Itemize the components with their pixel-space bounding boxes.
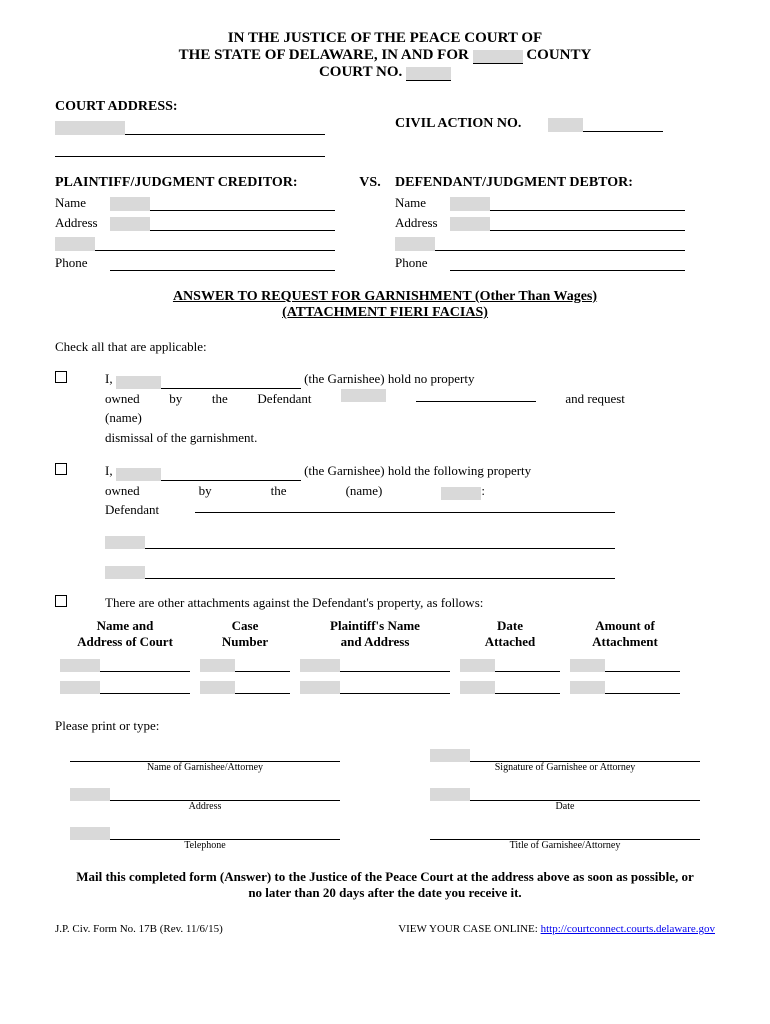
opt2-name-field[interactable]	[441, 487, 481, 500]
sig-signature-field[interactable]	[430, 749, 470, 762]
opt2-property-field-1[interactable]	[195, 500, 615, 513]
defendant-name-label: Name	[395, 195, 450, 211]
r2c1[interactable]	[60, 681, 100, 694]
sig-title-field[interactable]	[430, 827, 700, 840]
footer: J.P. Civ. Form No. 17B (Rev. 11/6/15) VI…	[55, 923, 715, 935]
court-address-field-1[interactable]	[55, 121, 125, 135]
header-line2: THE STATE OF DELAWARE, IN AND FOR COUNTY	[55, 47, 715, 64]
r1c5[interactable]	[570, 659, 605, 672]
checkbox-3[interactable]	[55, 595, 67, 607]
plaintiff-address-label: Address	[55, 215, 110, 231]
sig-row-3: Telephone Title of Garnishee/Attorney	[55, 824, 715, 851]
mail-instructions: Mail this completed form (Answer) to the…	[55, 869, 715, 901]
sig-date-field[interactable]	[430, 788, 470, 801]
option-2: I, (the Garnishee) hold the following pr…	[55, 461, 715, 579]
plaintiff-name-label: Name	[55, 195, 110, 211]
attachment-table-row-2	[55, 678, 715, 694]
defendant-name-field[interactable]	[450, 197, 490, 211]
county-field[interactable]	[473, 50, 523, 64]
plaintiff-phone-field[interactable]	[110, 257, 335, 271]
sig-address-field[interactable]	[70, 788, 110, 801]
header-line1: IN THE JUSTICE OF THE PEACE COURT OF	[55, 30, 715, 47]
checkbox-2[interactable]	[55, 463, 67, 475]
option-1: I, (the Garnishee) hold no property owne…	[55, 369, 715, 447]
defendant-phone-field[interactable]	[450, 257, 685, 271]
option-3: There are other attachments against the …	[55, 593, 715, 613]
opt1-defendant-field[interactable]	[341, 389, 386, 402]
checkbox-1[interactable]	[55, 371, 67, 383]
defendant-header: DEFENDANT/JUDGMENT DEBTOR:	[395, 175, 715, 191]
defendant-address-label: Address	[395, 215, 450, 231]
r2c3[interactable]	[300, 681, 340, 694]
r2c4[interactable]	[460, 681, 495, 694]
plaintiff-address-field[interactable]	[110, 217, 150, 231]
attachment-table-header: Name andAddress of Court CaseNumber Plai…	[55, 618, 715, 650]
r1c1[interactable]	[60, 659, 100, 672]
form-title-2: (ATTACHMENT FIERI FACIAS)	[55, 305, 715, 321]
form-title: ANSWER TO REQUEST FOR GARNISHMENT (Other…	[55, 289, 715, 321]
opt2-property-field-3[interactable]	[105, 566, 145, 579]
r1c2[interactable]	[200, 659, 235, 672]
court-address-field-2[interactable]	[55, 143, 325, 157]
form-title-1: ANSWER TO REQUEST FOR GARNISHMENT (Other…	[55, 289, 715, 305]
civil-action-label: CIVIL ACTION NO.	[395, 116, 521, 131]
plaintiff-phone-label: Phone	[55, 255, 110, 271]
plaintiff-address-field-2[interactable]	[55, 237, 95, 251]
opt2-garnishee-field[interactable]	[116, 468, 161, 481]
footer-online: VIEW YOUR CASE ONLINE: http://courtconne…	[398, 923, 715, 935]
defendant-address-field-2[interactable]	[395, 237, 435, 251]
address-action-row: COURT ADDRESS: CIVIL ACTION NO.	[55, 99, 715, 157]
sig-telephone-field[interactable]	[70, 827, 110, 840]
please-print-label: Please print or type:	[55, 718, 715, 734]
sig-row-1: Name of Garnishee/Attorney Signature of …	[55, 746, 715, 773]
r2c2[interactable]	[200, 681, 235, 694]
r2c5[interactable]	[570, 681, 605, 694]
court-address-label: COURT ADDRESS:	[55, 99, 375, 115]
plaintiff-header: PLAINTIFF/JUDGMENT CREDITOR:	[55, 175, 345, 191]
attachment-table-row-1	[55, 656, 715, 672]
parties-row: PLAINTIFF/JUDGMENT CREDITOR: Name Addres…	[55, 175, 715, 271]
footer-form-no: J.P. Civ. Form No. 17B (Rev. 11/6/15)	[55, 923, 223, 935]
header-line3: COURT NO.	[55, 64, 715, 81]
check-intro: Check all that are applicable:	[55, 339, 715, 355]
footer-link[interactable]: http://courtconnect.courts.delaware.gov	[541, 923, 715, 935]
defendant-address-field[interactable]	[450, 217, 490, 231]
civil-action-field[interactable]	[548, 118, 583, 132]
plaintiff-name-field[interactable]	[110, 197, 150, 211]
defendant-phone-label: Phone	[395, 255, 450, 271]
vs-label: VS.	[345, 175, 395, 271]
form-header: IN THE JUSTICE OF THE PEACE COURT OF THE…	[55, 30, 715, 81]
sig-row-2: Address Date	[55, 785, 715, 812]
sig-name-field[interactable]	[70, 749, 340, 762]
r1c4[interactable]	[460, 659, 495, 672]
opt2-property-field-2[interactable]	[105, 536, 145, 549]
opt1-garnishee-field[interactable]	[116, 376, 161, 389]
r1c3[interactable]	[300, 659, 340, 672]
court-no-field[interactable]	[406, 67, 451, 81]
